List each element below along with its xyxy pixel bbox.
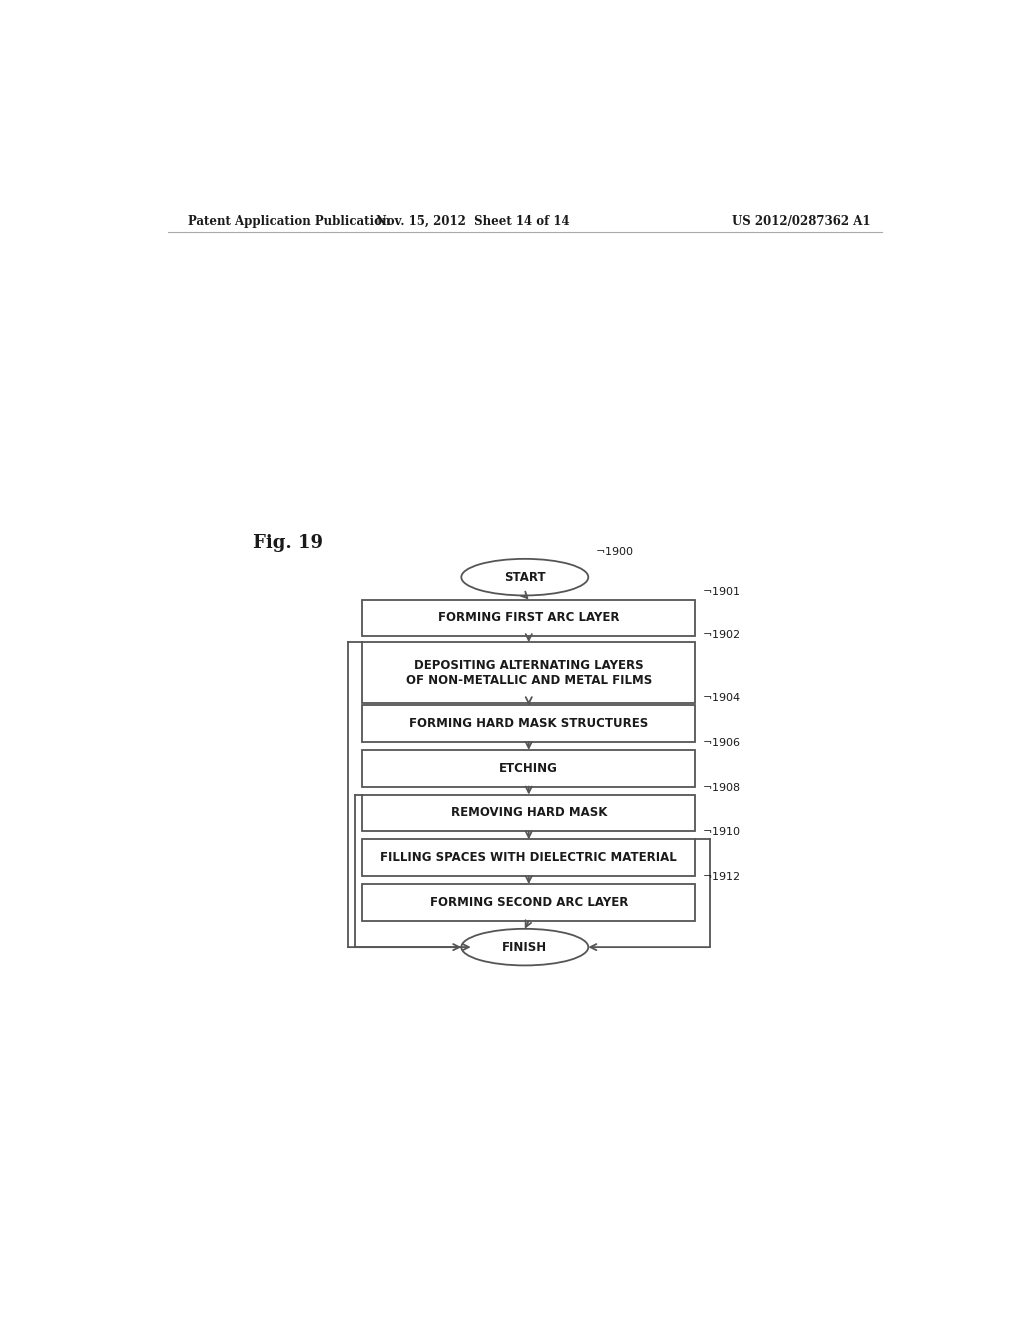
FancyBboxPatch shape xyxy=(362,795,695,832)
Text: Nov. 15, 2012  Sheet 14 of 14: Nov. 15, 2012 Sheet 14 of 14 xyxy=(377,215,570,228)
Text: $\neg$1902: $\neg$1902 xyxy=(701,628,740,640)
Text: FINISH: FINISH xyxy=(502,941,548,953)
Text: ETCHING: ETCHING xyxy=(500,762,558,775)
Text: FILLING SPACES WITH DIELECTRIC MATERIAL: FILLING SPACES WITH DIELECTRIC MATERIAL xyxy=(380,851,677,865)
FancyBboxPatch shape xyxy=(362,643,695,704)
FancyBboxPatch shape xyxy=(362,840,695,876)
FancyBboxPatch shape xyxy=(362,705,695,742)
Text: FORMING FIRST ARC LAYER: FORMING FIRST ARC LAYER xyxy=(438,611,620,624)
Text: $\neg$1904: $\neg$1904 xyxy=(701,692,740,704)
Text: $\neg$1901: $\neg$1901 xyxy=(701,586,740,598)
Text: $\neg$1900: $\neg$1900 xyxy=(595,545,634,557)
Text: DEPOSITING ALTERNATING LAYERS
OF NON-METALLIC AND METAL FILMS: DEPOSITING ALTERNATING LAYERS OF NON-MET… xyxy=(406,659,652,686)
FancyBboxPatch shape xyxy=(362,599,695,636)
Text: $\neg$1908: $\neg$1908 xyxy=(701,780,740,792)
Text: Patent Application Publication: Patent Application Publication xyxy=(187,215,390,228)
Text: START: START xyxy=(504,570,546,583)
Ellipse shape xyxy=(461,558,588,595)
Text: FORMING HARD MASK STRUCTURES: FORMING HARD MASK STRUCTURES xyxy=(410,717,648,730)
Text: US 2012/0287362 A1: US 2012/0287362 A1 xyxy=(731,215,870,228)
Text: $\neg$1910: $\neg$1910 xyxy=(701,825,740,837)
FancyBboxPatch shape xyxy=(362,884,695,921)
Text: REMOVING HARD MASK: REMOVING HARD MASK xyxy=(451,807,607,820)
Text: Fig. 19: Fig. 19 xyxy=(253,533,324,552)
Text: FORMING SECOND ARC LAYER: FORMING SECOND ARC LAYER xyxy=(430,896,628,909)
Ellipse shape xyxy=(461,929,588,965)
Text: $\neg$1906: $\neg$1906 xyxy=(701,737,740,748)
Text: $\neg$1912: $\neg$1912 xyxy=(701,870,740,882)
FancyBboxPatch shape xyxy=(362,750,695,787)
